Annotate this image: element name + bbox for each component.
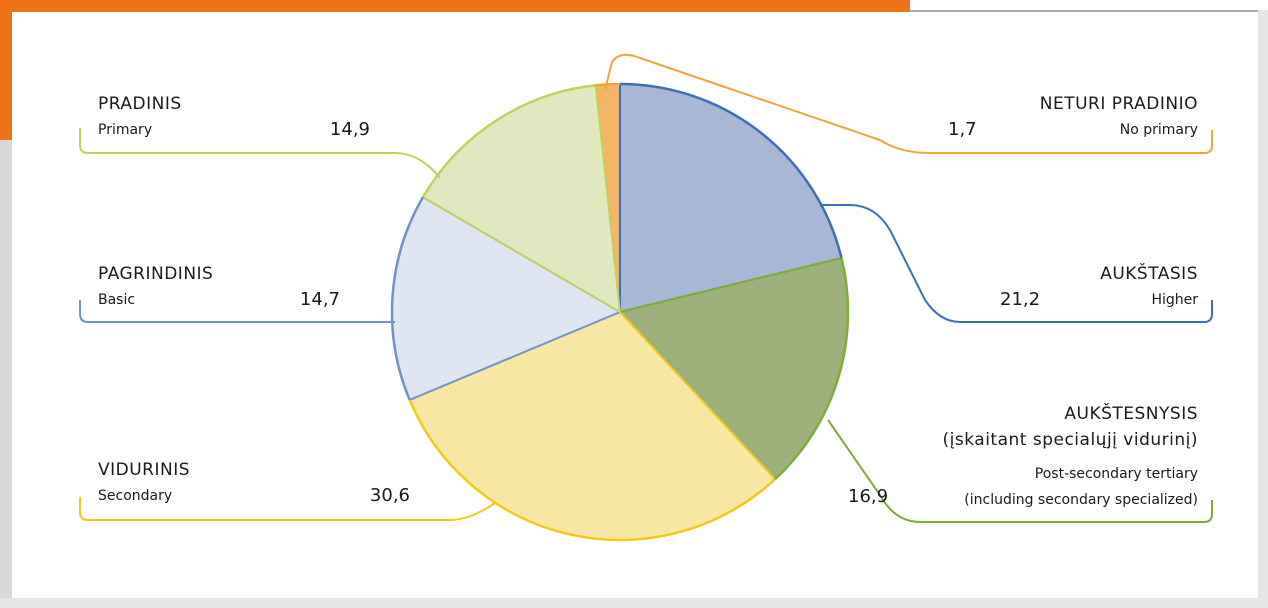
label-en: (including secondary specialized) <box>964 492 1198 508</box>
value-label: 21,2 <box>1000 289 1040 310</box>
bottom-frame <box>0 598 1268 608</box>
chart: NETURI PRADINIO No primary 1,7 AUKŠTASIS Hig… <box>0 0 1268 608</box>
top-line <box>910 10 1268 12</box>
label-lt: NETURI PRADINIO <box>1040 94 1198 114</box>
label-en: Post-secondary tertiary <box>1035 466 1198 482</box>
label-lt: VIDURINIS <box>98 460 190 480</box>
top-bar <box>0 0 910 12</box>
label-lt: PRADINIS <box>98 94 182 114</box>
label-lt: (įskaitant specialųjį vidurinį) <box>943 430 1198 450</box>
value-label: 16,9 <box>848 486 888 507</box>
label-en: Primary <box>98 122 152 138</box>
right-frame <box>1258 10 1268 608</box>
value-label: 14,9 <box>330 119 370 140</box>
label-lt: AUKŠTASIS <box>1100 262 1198 284</box>
value-label: 30,6 <box>370 485 410 506</box>
value-label: 14,7 <box>300 289 340 310</box>
label-en: Higher <box>1151 292 1198 308</box>
left-frame <box>0 140 12 608</box>
label-en: Secondary <box>98 488 172 504</box>
label-en: Basic <box>98 292 135 308</box>
label-lt: PAGRINDINIS <box>98 264 213 284</box>
slice-rim <box>596 84 620 85</box>
label-lt: AUKŠTESNYSIS <box>1064 402 1198 424</box>
label-en: No primary <box>1120 122 1198 138</box>
left-bar <box>0 0 12 140</box>
value-label: 1,7 <box>948 119 977 140</box>
